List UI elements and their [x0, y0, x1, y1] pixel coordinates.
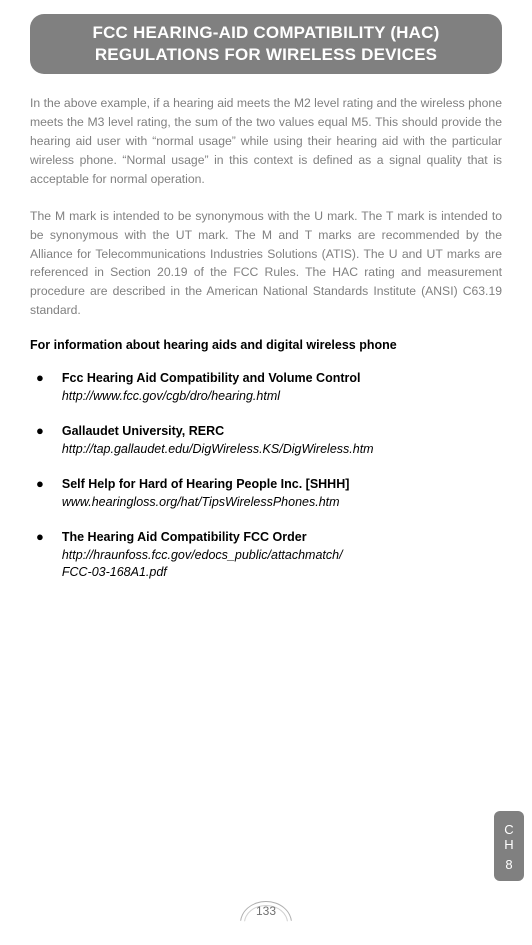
- list-item: ● Gallaudet University, RERC http://tap.…: [30, 423, 502, 458]
- link-title: Fcc Hearing Aid Compatibility and Volume…: [62, 370, 502, 388]
- chapter-number: 8: [494, 858, 524, 873]
- link-title: Gallaudet University, RERC: [62, 423, 502, 441]
- link-url: http://tap.gallaudet.edu/DigWireless.KS/…: [62, 441, 502, 459]
- bullet-icon: ●: [36, 529, 44, 546]
- chapter-tab: C H 8: [494, 811, 524, 881]
- body-paragraph-1: In the above example, if a hearing aid m…: [30, 94, 502, 189]
- bullet-icon: ●: [36, 370, 44, 387]
- link-title: Self Help for Hard of Hearing People Inc…: [62, 476, 502, 494]
- link-url: http://www.fcc.gov/cgb/dro/hearing.html: [62, 388, 502, 406]
- link-title: The Hearing Aid Compatibility FCC Order: [62, 529, 502, 547]
- list-item: ● Fcc Hearing Aid Compatibility and Volu…: [30, 370, 502, 405]
- section-heading: For information about hearing aids and d…: [30, 338, 502, 352]
- link-url: http://hraunfoss.fcc.gov/edocs_public/at…: [62, 547, 502, 582]
- bullet-icon: ●: [36, 476, 44, 493]
- page-number: 133: [240, 904, 292, 918]
- list-item: ● The Hearing Aid Compatibility FCC Orde…: [30, 529, 502, 582]
- list-item: ● Self Help for Hard of Hearing People I…: [30, 476, 502, 511]
- body-paragraph-2: The M mark is intended to be synonymous …: [30, 207, 502, 320]
- links-list: ● Fcc Hearing Aid Compatibility and Volu…: [30, 370, 502, 582]
- bullet-icon: ●: [36, 423, 44, 440]
- header-line1: FCC HEARING-AID COMPATIBILITY (HAC): [40, 22, 492, 44]
- chapter-label: C H: [494, 823, 524, 853]
- page-number-container: 133: [0, 901, 532, 923]
- page-header: FCC HEARING-AID COMPATIBILITY (HAC) REGU…: [30, 14, 502, 74]
- link-url: www.hearingloss.org/hat/TipsWirelessPhon…: [62, 494, 502, 512]
- header-line2: REGULATIONS FOR WIRELESS DEVICES: [40, 44, 492, 66]
